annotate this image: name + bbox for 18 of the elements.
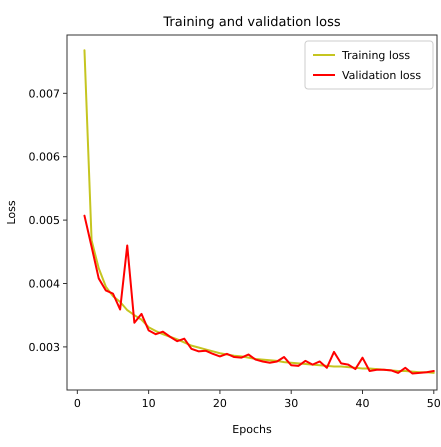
x-tick-label: 10	[142, 397, 156, 410]
y-tick-label: 0.007	[28, 87, 60, 100]
x-tick-label: 0	[74, 397, 81, 410]
chart-title: Training and validation loss	[162, 15, 341, 30]
y-tick-label: 0.005	[28, 214, 60, 228]
x-tick-label: 40	[356, 397, 370, 410]
x-axis-title: Epochs	[232, 423, 272, 436]
legend-label: Validation loss	[342, 69, 422, 82]
y-tick-label: 0.006	[28, 150, 60, 164]
legend-label: Training loss	[341, 49, 410, 62]
y-tick-label: 0.003	[28, 340, 60, 354]
line-series	[83, 214, 435, 375]
x-tick-label: 50	[426, 397, 441, 410]
x-tick-label: 20	[212, 397, 227, 410]
line-series	[83, 49, 435, 374]
y-axis-title: Loss	[5, 200, 18, 225]
x-tick-label: 30	[284, 397, 298, 410]
y-tick-label: 0.004	[28, 278, 60, 290]
